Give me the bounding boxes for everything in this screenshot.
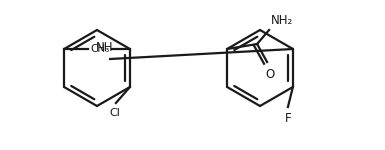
- Text: NH: NH: [96, 42, 114, 54]
- Text: NH₂: NH₂: [271, 14, 293, 27]
- Text: Cl: Cl: [109, 108, 121, 118]
- Text: CH₃: CH₃: [90, 44, 110, 54]
- Text: O: O: [266, 68, 275, 81]
- Text: F: F: [285, 112, 291, 125]
